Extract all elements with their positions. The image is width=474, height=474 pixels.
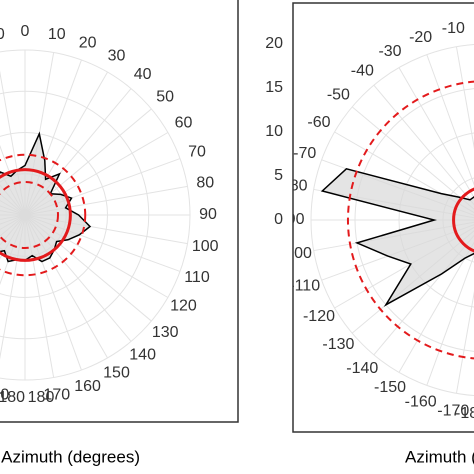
angle-label: 130 xyxy=(152,324,179,341)
angle-label: 140 xyxy=(129,346,156,363)
y-tick-label: 20 xyxy=(265,35,283,52)
y-tick-label: 5 xyxy=(274,167,283,184)
y-tick-label: 0 xyxy=(274,211,283,228)
angle-label: -80 xyxy=(284,178,307,195)
angle-label: 110 xyxy=(184,269,210,286)
angle-label: 60 xyxy=(175,115,193,132)
angle-label: -70 xyxy=(293,145,316,162)
angle-label: 70 xyxy=(188,144,206,161)
angle-label: -180 xyxy=(455,405,474,422)
angle-label: -100 xyxy=(280,245,312,262)
panel-border xyxy=(292,2,474,433)
panel-border xyxy=(0,0,239,423)
angle-label: 180 xyxy=(28,389,55,406)
reference-circle xyxy=(347,80,474,360)
angle-label: 170 xyxy=(43,386,70,403)
y-tick-label: 10 xyxy=(265,123,283,140)
x-axis-title: Azimuth (degrees) xyxy=(405,447,474,466)
reference-circle xyxy=(0,181,59,249)
grid-spoke xyxy=(455,46,474,150)
angle-label: 80 xyxy=(196,174,214,191)
angle-label: 20 xyxy=(79,34,97,51)
angle-label: 90 xyxy=(199,206,217,223)
angle-label: 100 xyxy=(192,238,219,255)
angle-label: -130 xyxy=(322,336,354,353)
angle-label: -110 xyxy=(289,278,320,295)
angle-label: -40 xyxy=(351,63,374,80)
angle-label: 40 xyxy=(134,66,152,83)
angle-label: -90 xyxy=(281,211,304,228)
x-axis-title: Azimuth (degrees) xyxy=(1,447,140,466)
panel: -180-170-160-150-140-130-120-110-100-90-… xyxy=(0,23,219,406)
angle-label: -50 xyxy=(327,87,350,104)
reference-circle xyxy=(0,153,87,277)
grid-spoke xyxy=(426,254,474,386)
angle-label: -20 xyxy=(409,29,432,46)
angle-label: -150 xyxy=(374,379,406,396)
angle-label: -120 xyxy=(303,308,335,325)
grid-spoke xyxy=(426,54,474,186)
angle-label: 120 xyxy=(170,298,197,315)
angle-label: -170 xyxy=(0,386,9,403)
reference-circle xyxy=(452,187,474,253)
angle-label: -160 xyxy=(405,394,437,411)
angle-label: 50 xyxy=(156,89,174,106)
grid-spoke xyxy=(398,67,474,199)
data-polygon xyxy=(320,167,474,307)
angle-label: 10 xyxy=(48,26,66,43)
grid-spoke xyxy=(373,84,474,206)
grid-spoke xyxy=(455,290,474,394)
angle-label: -170 xyxy=(437,402,469,419)
angle-label: 0 xyxy=(21,23,30,40)
angle-label: -140 xyxy=(346,360,378,377)
angle-label: -60 xyxy=(307,114,330,131)
angle-label: 30 xyxy=(108,48,126,65)
reference-circle xyxy=(0,168,72,262)
angle-label: 150 xyxy=(103,365,130,382)
angle-label: -10 xyxy=(0,26,5,43)
panel: -180-170-160-150 -140 -130 -120 -110 -100 -90 -… xyxy=(280,20,474,422)
angle-label: -30 xyxy=(378,43,401,60)
angle-label: -180 xyxy=(0,389,25,406)
angle-label: 160 xyxy=(74,378,101,395)
y-tick-label: 15 xyxy=(265,79,283,96)
angle-label: -10 xyxy=(442,20,465,37)
